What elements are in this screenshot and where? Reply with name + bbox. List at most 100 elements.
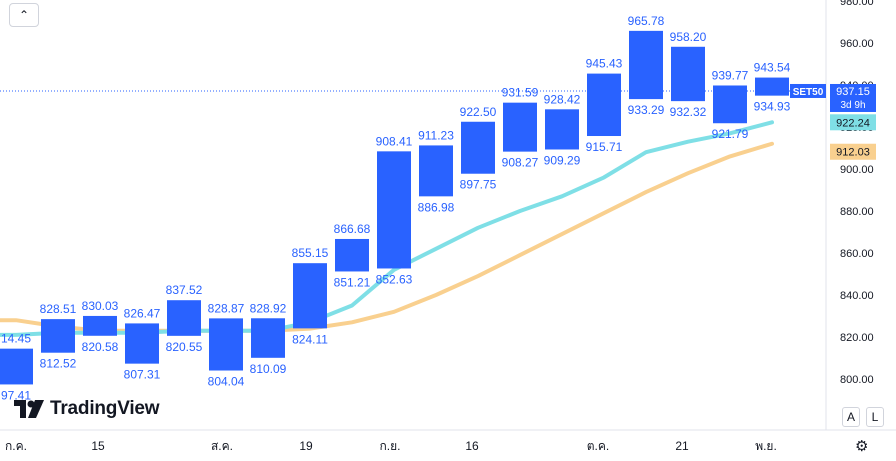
candle-high-label: 828.92 <box>250 301 287 315</box>
candle-high-label: 911.23 <box>418 128 454 142</box>
candle-low-label: 851.21 <box>334 275 371 289</box>
candle-low-label: 807.31 <box>124 368 161 382</box>
candle-low-label: 804.04 <box>208 375 245 389</box>
time-tick-label: ส.ค. <box>211 439 233 453</box>
candle-high-label: 837.52 <box>166 283 203 297</box>
candle-body[interactable] <box>461 121 495 174</box>
price-tick-label: 860.00 <box>840 248 874 260</box>
chevron-up-icon: ⌃ <box>18 8 30 22</box>
candle-low-label: 812.52 <box>40 357 77 371</box>
candle-body[interactable] <box>293 263 327 329</box>
candle-high-label: 945.43 <box>586 57 623 71</box>
candle-low-label: 97.41 <box>1 388 31 402</box>
candle-body[interactable] <box>0 348 33 385</box>
candle-high-label: 855.15 <box>292 246 329 260</box>
candle-body[interactable] <box>587 73 621 137</box>
candle-body[interactable] <box>671 46 705 102</box>
ma-long-tag <box>830 143 876 160</box>
candle-low-label: 932.32 <box>670 105 707 119</box>
log-scale-label: L <box>871 410 879 424</box>
price-tick-label: 960.00 <box>840 38 874 50</box>
candle-high-label: 908.41 <box>376 134 413 148</box>
candle-body[interactable] <box>419 145 453 197</box>
tradingview-logo[interactable]: TradingView <box>14 398 160 420</box>
price-tick-label: 800.00 <box>840 374 874 386</box>
ma-long-label: 912.03 <box>836 147 870 159</box>
candle-low-label: 915.71 <box>586 140 623 154</box>
candle-body[interactable] <box>167 300 201 336</box>
candle-high-label: 922.50 <box>460 105 497 119</box>
candle-high-label: 866.68 <box>334 222 371 236</box>
time-tick-label: ก.ย. <box>380 439 401 453</box>
auto-scale-label: A <box>846 410 855 424</box>
candle-body[interactable] <box>713 85 747 124</box>
time-tick-label: พ.ย. <box>755 439 777 453</box>
candle-body[interactable] <box>377 151 411 269</box>
candle-body[interactable] <box>629 30 663 100</box>
time-tick-label: 21 <box>675 439 689 453</box>
candle-labels-layer: 14.45 97.41 828.51 812.52 830.03 820.58 826.47… <box>1 14 791 403</box>
candle-low-label: 820.55 <box>166 340 203 354</box>
price-tags-layer: SET50 937.15 3d 9h 922.24 912.03 <box>0 83 876 160</box>
candle-low-label: 852.63 <box>376 272 413 286</box>
candle-low-label: 933.29 <box>628 103 665 117</box>
candle-body[interactable] <box>545 109 579 150</box>
last-price-tag <box>830 83 876 112</box>
price-tick-label: 900.00 <box>840 164 874 176</box>
time-tick-label: 16 <box>465 439 479 453</box>
ma-short-tag <box>830 114 876 131</box>
time-tick-label: 15 <box>91 439 105 453</box>
candle-high-label: 928.42 <box>544 92 581 106</box>
candle-high-label: 828.87 <box>208 301 245 315</box>
candle-high-label: 958.20 <box>670 30 707 44</box>
ma-short-label: 922.24 <box>836 117 870 129</box>
candle-body[interactable] <box>335 238 369 272</box>
candle-high-label: 830.03 <box>82 299 119 313</box>
candle-high-label: 943.54 <box>754 61 791 75</box>
price-tick-label: 820.00 <box>840 332 874 344</box>
candle-high-label: 828.51 <box>40 302 77 316</box>
candle-high-label: 965.78 <box>628 14 665 28</box>
auto-scale-button[interactable]: A <box>842 407 860 427</box>
candle-high-label: 826.47 <box>124 306 161 320</box>
candle-body[interactable] <box>251 318 285 358</box>
symbol-tag <box>790 83 826 98</box>
candle-body[interactable] <box>209 318 243 371</box>
candle-high-label: 939.77 <box>712 68 749 82</box>
candles-layer <box>0 30 789 385</box>
price-tick-label: 880.00 <box>840 206 874 218</box>
collapse-panel-button[interactable]: ⌃ <box>9 3 39 27</box>
log-scale-button[interactable]: L <box>866 407 884 427</box>
last-price-label: 937.15 <box>836 86 870 98</box>
candle-high-label: 14.45 <box>1 332 31 346</box>
tradingview-logo-text: TradingView <box>50 398 160 419</box>
time-tick-label: ต.ค. <box>587 439 610 453</box>
candle-low-label: 909.29 <box>544 153 581 167</box>
countdown-label: 3d 9h <box>840 100 865 111</box>
candle-low-label: 934.93 <box>754 100 791 114</box>
candle-body[interactable] <box>41 319 75 353</box>
candle-low-label: 921.79 <box>712 127 749 141</box>
candle-low-label: 820.58 <box>82 340 119 354</box>
candle-low-label: 810.09 <box>250 362 287 376</box>
candle-body[interactable] <box>503 102 537 152</box>
chart-settings-button[interactable]: ⚙ <box>855 437 868 455</box>
price-tick-label: 840.00 <box>840 290 874 302</box>
grid-lines <box>0 0 896 431</box>
candle-body[interactable] <box>755 77 789 96</box>
time-tick-label: ก.ค. <box>5 439 27 453</box>
symbol-tag-label: SET50 <box>793 87 824 98</box>
candle-high-label: 931.59 <box>502 86 539 100</box>
price-tick-label: 980.00 <box>840 0 874 8</box>
gear-icon: ⚙ <box>855 438 869 455</box>
price-axis[interactable]: 800.00820.00840.00860.00880.00900.00920.… <box>840 0 874 386</box>
candle-body[interactable] <box>83 315 117 336</box>
candle-body[interactable] <box>125 323 159 364</box>
candle-low-label: 886.98 <box>418 200 455 214</box>
candle-low-label: 824.11 <box>292 332 328 346</box>
time-axis[interactable]: ก.ค. 15 ส.ค. 19 ก.ย. 16 ต.ค. 21 พ.ย. <box>5 439 777 453</box>
tradingview-logo-icon <box>14 400 44 418</box>
candle-low-label: 908.27 <box>502 156 539 170</box>
time-tick-label: 19 <box>299 439 313 453</box>
